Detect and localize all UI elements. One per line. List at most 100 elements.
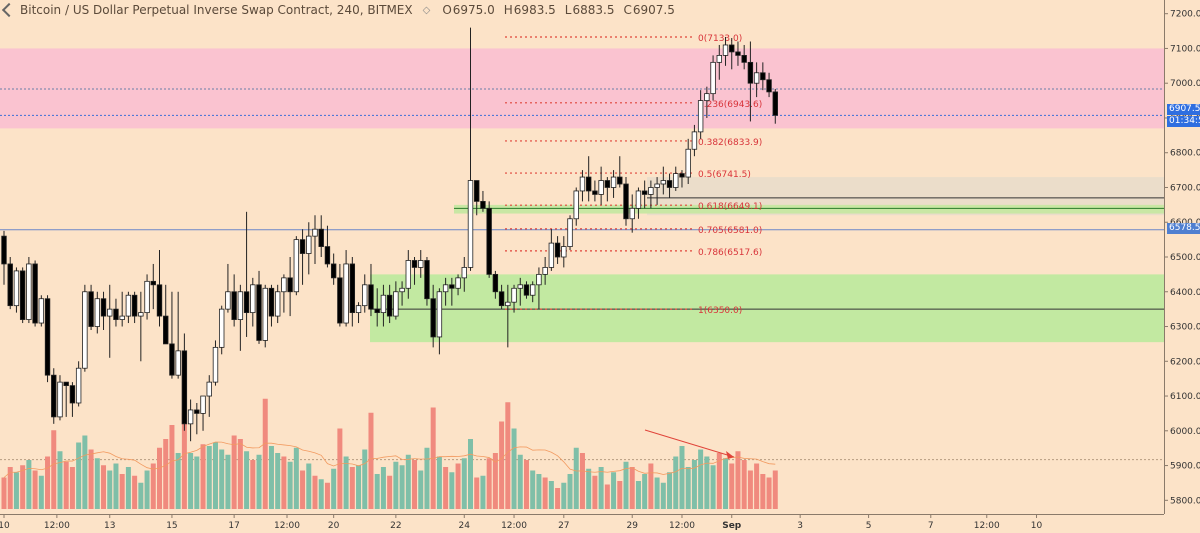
candle-body	[617, 176, 623, 185]
volume-bar	[206, 446, 212, 509]
candle-body	[716, 55, 722, 63]
fib-level-label: 0.236(6943.6)	[698, 100, 762, 110]
volume-bar	[26, 460, 32, 509]
zone-band	[454, 204, 1164, 214]
close-label: C	[623, 3, 632, 17]
candle-body	[13, 270, 20, 307]
candle-body	[368, 284, 374, 310]
volume-bar	[212, 442, 218, 509]
candle-body	[766, 79, 772, 93]
volume-bar	[231, 435, 237, 509]
volume-bar	[691, 460, 697, 509]
candle-body	[281, 277, 287, 293]
candle-body	[380, 294, 387, 314]
volume-bar	[38, 475, 44, 509]
candle-body	[343, 263, 349, 324]
candle-body	[461, 267, 467, 279]
open-value: 6975.0	[452, 3, 495, 17]
collapse-legend-icon[interactable]	[1, 2, 17, 18]
volume-bar	[138, 482, 144, 509]
symbol-title[interactable]: Bitcoin / US Dollar Perpetual Inverse Sw…	[20, 3, 413, 17]
volume-bar	[555, 488, 561, 509]
candle-body	[486, 207, 492, 275]
candle-body	[760, 72, 766, 81]
volume-bar	[598, 467, 604, 509]
volume-bar	[424, 447, 430, 509]
volume-bar	[132, 475, 138, 509]
volume-bar	[561, 482, 567, 509]
candle-body	[19, 270, 26, 320]
candle-body	[573, 190, 579, 220]
volume-bar	[735, 451, 741, 509]
candle-body	[598, 180, 604, 195]
volume-bar	[667, 472, 673, 509]
candle-body	[268, 287, 275, 317]
candle-body	[312, 228, 318, 237]
candle-body	[722, 44, 729, 56]
fib-level-label: 0.5(6741.5)	[698, 170, 751, 180]
volume-bar	[262, 398, 268, 509]
high-value: 6983.5	[513, 3, 556, 17]
y-tick-label: 6100.0	[1170, 392, 1200, 402]
volume-bar	[225, 454, 231, 509]
candle-body	[536, 273, 542, 286]
fib-level-label: 1(6350.0)	[698, 306, 742, 316]
zone-resistance	[0, 48, 1164, 129]
y-tick-label: 6800.0	[1170, 149, 1200, 159]
x-tick-label: 15	[166, 521, 177, 531]
candle-body	[362, 284, 368, 307]
candle-body	[169, 343, 175, 376]
volume-bar	[107, 470, 113, 509]
candle-body	[32, 263, 38, 324]
volume-bar	[480, 475, 486, 509]
candle-body	[455, 277, 461, 289]
y-tick-label: 6200.0	[1170, 357, 1200, 367]
candle-body	[610, 176, 617, 188]
candle-body	[436, 291, 443, 338]
volume-bar	[393, 461, 399, 509]
volume-bar	[492, 453, 498, 509]
volume-bar	[113, 463, 119, 509]
volume-bar	[747, 470, 753, 509]
volume-bar	[623, 461, 629, 509]
volume-bar	[343, 456, 349, 509]
volume-bar	[592, 475, 598, 509]
y-tick-label: 7000.0	[1170, 79, 1200, 89]
x-tick-label: 3	[797, 521, 803, 531]
volume-bar	[704, 456, 710, 509]
candle-body	[82, 291, 88, 369]
volume-bar	[754, 463, 760, 509]
y-tick-label: 6400.0	[1170, 288, 1200, 298]
volume-bar	[642, 474, 648, 509]
volume-bar	[318, 479, 324, 509]
candle-body	[685, 148, 691, 178]
candle-body	[523, 284, 530, 296]
chart-header: Bitcoin / US Dollar Perpetual Inverse Sw…	[0, 0, 684, 20]
volume-bar	[586, 468, 592, 509]
candle-body	[480, 200, 486, 209]
x-tick-label: 12:00	[501, 521, 527, 531]
candle-body	[567, 218, 573, 247]
candle-body	[585, 176, 592, 192]
volume-bar	[461, 458, 467, 509]
candle-body	[592, 190, 598, 195]
candle-body	[100, 298, 107, 317]
volume-bar	[244, 451, 250, 509]
candle-body	[200, 395, 206, 414]
y-tick-label: 6500.0	[1170, 253, 1200, 263]
x-tick-label: 12:00	[44, 521, 70, 531]
candle-body	[88, 291, 94, 327]
volume-bar	[32, 470, 38, 509]
candle-body	[374, 308, 380, 314]
volume-bar	[436, 456, 442, 509]
status-dot-icon: ◇	[422, 4, 431, 16]
candle-body	[641, 190, 648, 195]
candle-body	[666, 180, 673, 188]
current-price-tag: 6907.5	[1167, 104, 1200, 115]
volume-bar	[368, 412, 374, 509]
volume-bar	[101, 465, 107, 509]
volume-bar	[648, 463, 654, 509]
volume-bar	[660, 482, 666, 509]
volume-bar	[412, 460, 418, 509]
